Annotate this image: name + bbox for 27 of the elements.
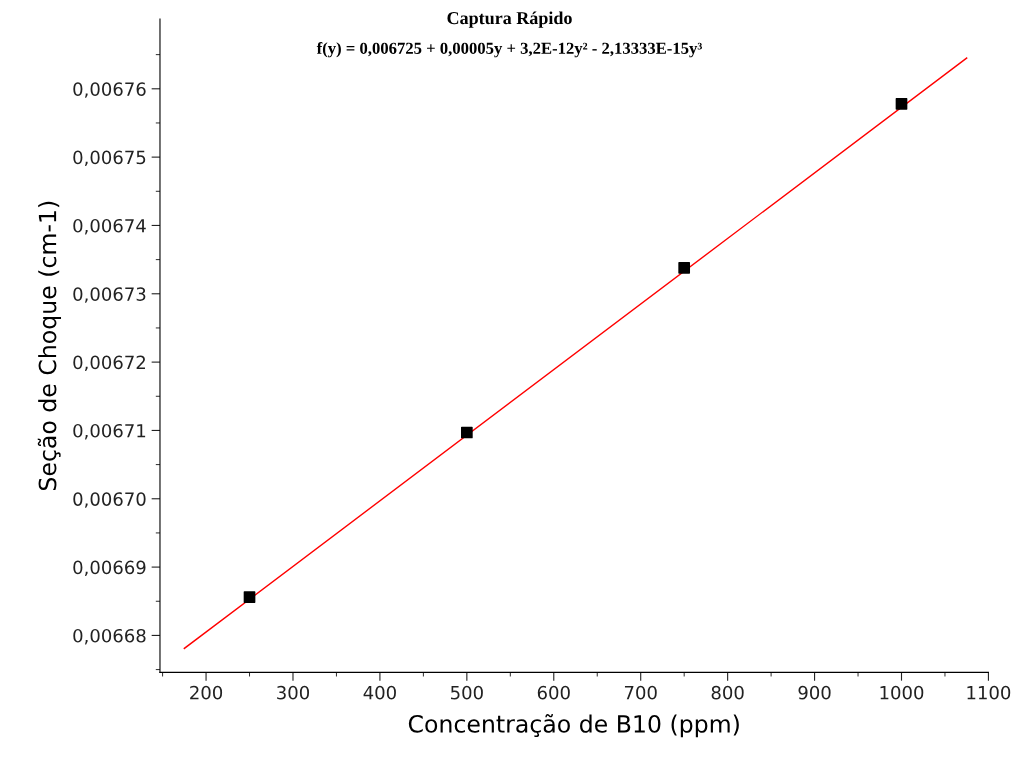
chart-title: Captura Rápido <box>447 11 572 28</box>
y-tick-label: 0,00670 <box>73 492 146 508</box>
y-tick-label: 0,00674 <box>73 218 146 235</box>
y-tick-label: 0,00675 <box>73 150 146 167</box>
y-tick-label: 0,00673 <box>73 287 146 303</box>
point <box>461 426 473 439</box>
point <box>243 591 256 604</box>
y-tick-label: 0,00672 <box>73 355 145 372</box>
x-tick-label: 500 <box>451 685 483 700</box>
x-tick-label: 400 <box>363 685 396 700</box>
x-tick-label: 800 <box>711 685 744 700</box>
x-tick-label: 1100 <box>967 685 1011 700</box>
x-tick-label: 300 <box>277 685 310 700</box>
x-tick-label: 200 <box>190 685 223 700</box>
text: f(y) = 0,006725 + 0,00005y + 3,2E-12y² - 2,13333E-15y³ <box>316 42 702 58</box>
x-tick-label: 700 <box>624 685 657 700</box>
y-tick-label: 0,00671 <box>73 423 146 440</box>
y-tick-label: 0,00676 <box>73 82 146 98</box>
y-tick-label: 0,00669 <box>73 560 146 577</box>
point <box>678 261 691 274</box>
y-axis-title: Seção de Choque (cm-1) <box>37 201 62 491</box>
y-tick-label: 0,00668 <box>73 628 146 645</box>
x-axis-title: Concentração de B10 (ppm) <box>408 714 739 738</box>
x-tick-label: 900 <box>798 685 831 700</box>
x-tick-label: 600 <box>537 685 570 700</box>
x-tick-label: 1000 <box>880 685 924 700</box>
point <box>895 97 908 110</box>
